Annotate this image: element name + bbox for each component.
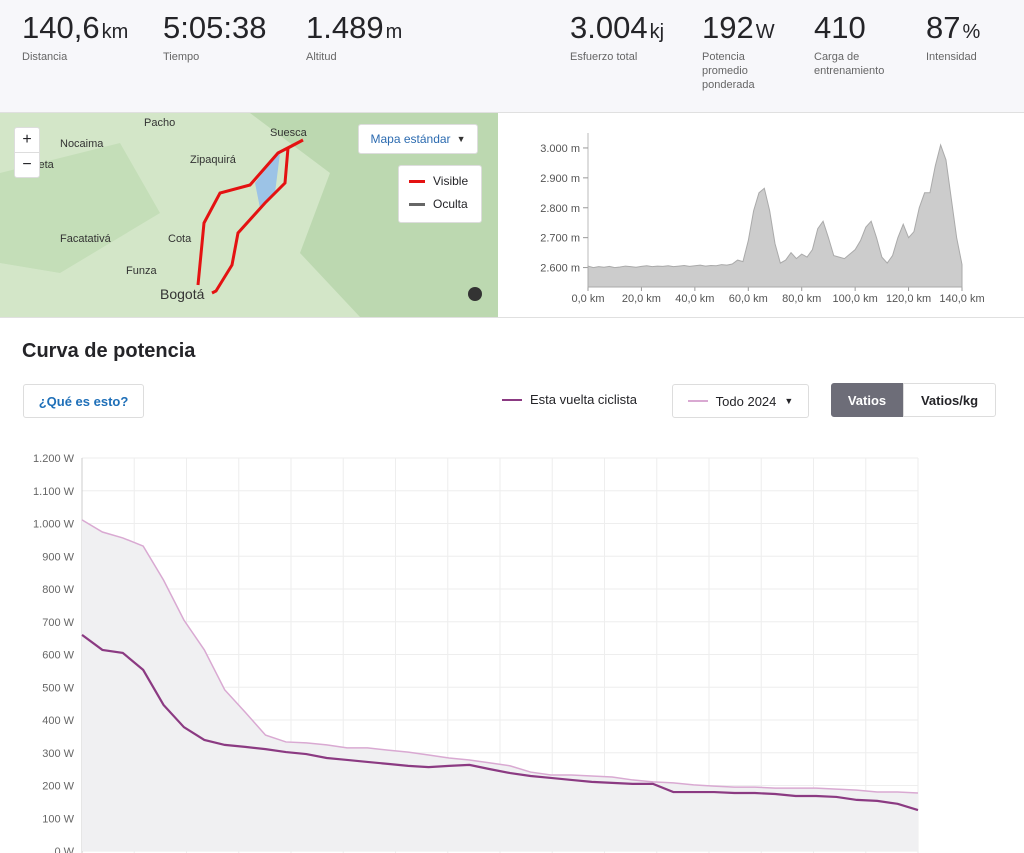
layer-button[interactable]: Mapa estándar ▼ <box>358 124 478 154</box>
place-label: Nocaima <box>60 138 104 150</box>
stat: 192 W Potencia promedio ponderada <box>702 10 775 92</box>
stat-label: Tiempo <box>163 51 200 63</box>
stat-value: 5:05:38 <box>163 10 267 45</box>
legend-swatch <box>409 203 425 206</box>
legend-swatch <box>687 400 708 402</box>
stat-unit: % <box>962 21 981 43</box>
stat-label: Intensidad <box>926 51 977 63</box>
place-label: Zipaquirá <box>190 154 237 166</box>
legend-label: Todo 2024 <box>715 393 777 409</box>
y-tick-label: 600 W <box>42 650 74 662</box>
stat-unit: W <box>755 21 775 43</box>
y-tick-label: 1.000 W <box>33 519 75 531</box>
power-line <box>81 633 919 812</box>
x-tick-label: 140,0 km <box>939 293 984 305</box>
place-label: Bogotá <box>160 286 205 302</box>
help-button[interactable]: ¿Qué es esto? <box>23 384 144 418</box>
y-tick-label: 500 W <box>42 682 74 694</box>
stat: 140,6 km Distancia <box>22 10 128 64</box>
x-tick-label: 100,0 km <box>833 293 878 305</box>
route <box>196 138 304 295</box>
y-tick-label: 100 W <box>42 813 74 825</box>
elevation-area <box>587 143 963 288</box>
unit-toggle[interactable]: Vatios/kg <box>903 383 996 417</box>
y-tick-label: 900 W <box>42 551 74 563</box>
y-tick-label: 0 W <box>54 846 74 853</box>
stat: 5:05:38 Tiempo <box>163 10 266 64</box>
x-tick-label: 0,0 km <box>571 293 604 305</box>
stat: 410 Carga de entrenamiento <box>814 10 904 78</box>
legend-swatch <box>502 398 522 401</box>
stat-unit: m <box>385 21 403 43</box>
y-tick-label: 2.800 m <box>540 203 580 215</box>
info-icon[interactable] <box>468 287 482 301</box>
power-curve-chart: 0 W 100 W 200 W 300 W 400 W 500 W 600 W 700 W 80… <box>33 453 919 853</box>
stat-value: 1.489 <box>306 10 384 45</box>
legend-label: Oculta <box>433 197 468 211</box>
y-tick-label: 800 W <box>42 584 74 596</box>
x-tick-label: 60,0 km <box>729 293 768 305</box>
map-legend: Visible Oculta <box>398 165 482 223</box>
stat-label: Distancia <box>22 51 68 63</box>
stat-value: 140,6 <box>22 10 100 45</box>
place-label: Cota <box>168 233 192 245</box>
comparison-area <box>82 519 918 851</box>
legend-label: Visible <box>433 174 469 188</box>
y-tick-label: 2.900 m <box>540 173 580 185</box>
stat-value: 410 <box>814 10 866 45</box>
place-label: Facatativá <box>60 233 112 245</box>
separator <box>0 317 1024 318</box>
stat-label: Altitud <box>306 51 337 63</box>
unit-toggle[interactable]: Vatios <box>831 383 903 417</box>
stats-bar: 140,6 km Distancia 5:05:38 Tiempo 1.489 m Alt… <box>0 0 1024 113</box>
y-tick-label: 1.200 W <box>33 453 75 465</box>
stat-label: Potencia promedio ponderada <box>702 51 755 91</box>
compare-dropdown[interactable]: Todo 2024 ▼ <box>672 384 809 418</box>
legend-label: Esta vuelta ciclista <box>530 392 637 407</box>
terrain <box>250 113 498 317</box>
y-tick-label: 700 W <box>42 617 74 629</box>
y-tick-label: 400 W <box>42 715 74 727</box>
legend-item: Esta vuelta ciclista <box>502 392 637 407</box>
stat-value: 87 <box>926 10 961 45</box>
stat-label: Esfuerzo total <box>570 51 638 63</box>
place-label: Suesca <box>270 127 308 139</box>
x-tick-label: 20,0 km <box>622 293 661 305</box>
stat-unit: kj <box>649 21 665 43</box>
stat-value: 3.004 <box>570 10 648 45</box>
x-tick-label: 80,0 km <box>782 293 821 305</box>
y-tick-label: 3.000 m <box>540 143 580 155</box>
x-tick-label: 120,0 km <box>886 293 931 305</box>
stat-unit: km <box>101 21 129 43</box>
stat-value: 192 <box>702 10 754 45</box>
caret: ▼ <box>784 396 794 406</box>
zoom-out[interactable]: − <box>14 152 40 178</box>
y-tick-label: 1.100 W <box>33 486 75 498</box>
zoom-in[interactable]: + <box>14 127 40 153</box>
caret: ▼ <box>456 134 466 144</box>
y-tick-label: 300 W <box>42 748 74 760</box>
stat: 1.489 m Altitud <box>306 10 402 64</box>
y-tick-label: 2.600 m <box>540 263 580 275</box>
stat: 3.004 kj Esfuerzo total <box>570 10 665 64</box>
power-line <box>81 519 919 794</box>
legend-swatch <box>409 180 425 183</box>
terrain <box>0 143 160 273</box>
x-tick-label: 40,0 km <box>675 293 714 305</box>
elevation-chart: 2.600 m 2.700 m 2.800 m 2.900 m 3.000 m 0,0 k… <box>540 133 985 305</box>
section-title: Curva de potencia <box>22 340 196 362</box>
y-tick-label: 2.700 m <box>540 233 580 245</box>
y-tick-label: 200 W <box>42 781 74 793</box>
stat: 87% Intensidad <box>926 10 1021 64</box>
map[interactable]: Pacho Nocaima Villeta Zipaquirá Suesca F… <box>0 113 498 317</box>
place-label: Funza <box>126 265 157 277</box>
place-label: Pacho <box>144 117 175 129</box>
layer-label: Mapa estándar <box>370 132 451 146</box>
stat-label: Carga de entrenamiento <box>814 51 885 77</box>
